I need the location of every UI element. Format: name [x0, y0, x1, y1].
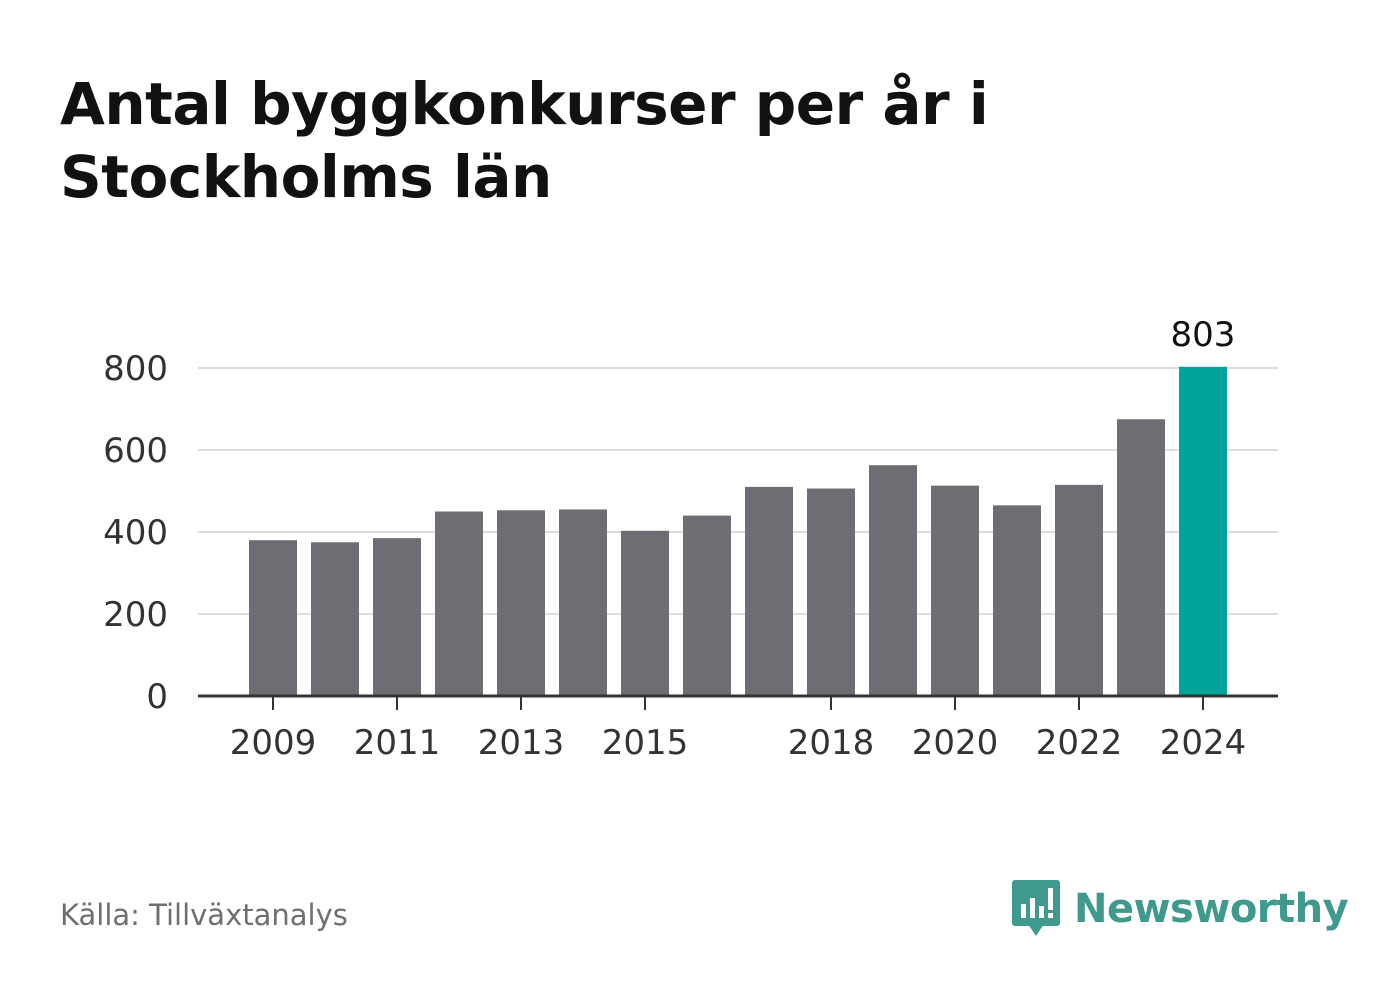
- data-labels: 803: [1171, 315, 1236, 355]
- bar-2019: [869, 465, 917, 696]
- bar-2021: [993, 505, 1041, 696]
- bar-2015: [621, 530, 669, 696]
- bar-2012: [435, 511, 483, 696]
- x-tick-label: 2009: [230, 723, 317, 763]
- x-tick-label: 2020: [912, 723, 999, 763]
- x-tick-label: 2011: [354, 723, 441, 763]
- data-label: 803: [1171, 315, 1236, 355]
- x-axis: 2009 2011 2013 2015 2018 2020 2022 2024: [198, 694, 1278, 763]
- source-note: Källa: Tillväxtanalys: [60, 898, 348, 932]
- gridlines: [198, 367, 1278, 615]
- newsworthy-logo-icon: [1012, 880, 1060, 936]
- y-tick-label: 800: [103, 349, 168, 389]
- x-tick-label: 2024: [1160, 723, 1247, 763]
- bar-2011: [373, 538, 421, 696]
- x-tick-label: 2015: [602, 723, 689, 763]
- bar-2014: [559, 509, 607, 696]
- bar-2009: [249, 540, 297, 696]
- y-tick-label: 600: [103, 431, 168, 471]
- bars: [249, 366, 1227, 696]
- x-tick-label: 2013: [478, 723, 565, 763]
- y-tick-label: 200: [103, 595, 168, 635]
- bar-2017: [745, 486, 793, 696]
- bar-2018: [807, 488, 855, 696]
- y-tick-label: 0: [146, 677, 168, 717]
- x-tick-label: 2022: [1036, 723, 1123, 763]
- x-tick-label: 2018: [788, 723, 875, 763]
- bar-2024: [1179, 366, 1227, 696]
- bar-2020: [931, 485, 979, 696]
- bar-2022: [1055, 484, 1103, 696]
- bar-2023: [1117, 419, 1165, 696]
- y-axis-ticks: 0 200 400 600 800: [103, 349, 168, 717]
- brand-name: Newsworthy: [1074, 886, 1349, 932]
- bar-2010: [311, 542, 359, 696]
- y-tick-label: 400: [103, 513, 168, 553]
- newsworthy-logo: Newsworthy: [1010, 878, 1349, 940]
- bar-2016: [683, 515, 731, 696]
- bar-2013: [497, 510, 545, 696]
- chart-title: Antal byggkonkurser per år i Stockholms …: [60, 70, 989, 211]
